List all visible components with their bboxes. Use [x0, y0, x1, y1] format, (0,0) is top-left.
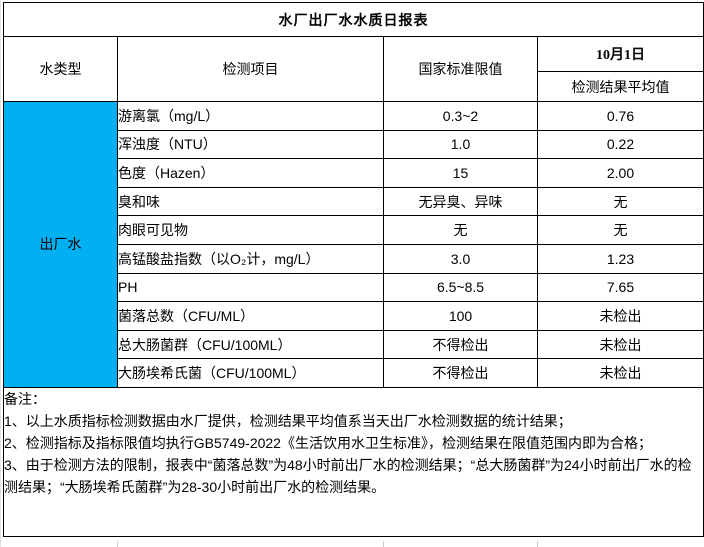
cell-item: 高锰酸盐指数（以O₂计，mg/L）: [117, 243, 384, 274]
cell-result: 7.65: [537, 272, 704, 303]
gridline-tick: [117, 541, 118, 547]
header-row: 水类型 检测项目 国家标准限值 10月1日: [3, 36, 704, 102]
gridline-left: [0, 0, 1, 547]
header-item: 检测项目: [117, 36, 384, 102]
cell-result: 未检出: [537, 358, 704, 388]
gridline-tick: [537, 541, 538, 547]
cell-item: 游离氯（mg/L）: [117, 101, 384, 131]
cell-standard: 不得检出: [383, 329, 538, 360]
cell-standard: 3.0: [383, 243, 538, 274]
cell-standard: 15: [383, 158, 538, 188]
notes-label: 备注：: [4, 390, 47, 407]
header-subrow: 检测结果平均值: [4, 71, 704, 102]
table-row: PH 6.5~8.5 7.65: [4, 272, 704, 303]
cell-item: 总大肠菌群（CFU/100ML）: [117, 329, 384, 360]
cell-result: 无: [537, 186, 704, 217]
header-result-avg: 检测结果平均值: [537, 71, 704, 102]
cell-item: 臭和味: [117, 186, 384, 217]
note-line-3: 3、由于检测方法的限制，报表中“菌落总数”为48小时前出厂水的检测结果；“总大肠…: [4, 456, 692, 495]
cell-item: PH: [117, 272, 384, 303]
cell-standard: 1.0: [383, 129, 538, 160]
cell-standard: 100: [383, 301, 538, 331]
notes-row: 备注： 1、以上水质指标检测数据由水厂提供，检测结果平均值系当天出厂水检测数据的…: [3, 386, 704, 537]
title-row: 水厂出厂水水质日报表: [3, 2, 704, 37]
cell-result: 0.76: [537, 101, 704, 131]
header-water-type: 水类型: [3, 36, 118, 102]
cell-result: 1.23: [537, 243, 704, 274]
cell-standard: 无: [383, 215, 538, 245]
report-title: 水厂出厂水水质日报表: [3, 2, 704, 37]
table-row: 菌落总数（CFU/ML） 100 未检出: [4, 301, 704, 331]
cell-standard: 不得检出: [383, 358, 538, 388]
cell-result: 2.00: [537, 158, 704, 188]
cell-result: 未检出: [537, 301, 704, 331]
table-row: 大肠埃希氏菌（CFU/100ML） 不得检出 未检出: [4, 358, 704, 388]
cell-item: 色度（Hazen）: [117, 158, 384, 188]
cell-result: 未检出: [537, 329, 704, 360]
table-row: 肉眼可见物 无 无: [4, 215, 704, 245]
header-date: 10月1日: [537, 36, 704, 72]
table-row: 高锰酸盐指数（以O₂计，mg/L） 3.0 1.23: [4, 243, 704, 274]
table-row: 色度（Hazen） 15 2.00: [4, 158, 704, 188]
cell-result: 无: [537, 215, 704, 245]
table-row: 浑浊度（NTU） 1.0 0.22: [4, 129, 704, 160]
cell-item: 肉眼可见物: [117, 215, 384, 245]
water-type-cell: 出厂水: [3, 101, 118, 388]
notes-cell: 备注： 1、以上水质指标检测数据由水厂提供，检测结果平均值系当天出厂水检测数据的…: [3, 386, 704, 537]
report-table: 水厂出厂水水质日报表 水类型 检测项目 国家标准限值 10月1日 检测结果平均值…: [3, 2, 704, 537]
table-row: 出厂水 游离氯（mg/L） 0.3~2 0.76: [3, 101, 704, 388]
note-line-2: 2、检测指标及指标限值均执行GB5749-2022《生活饮用水卫生标准》，检测结…: [4, 434, 652, 451]
table-row: 总大肠菌群（CFU/100ML） 不得检出 未检出: [4, 329, 704, 360]
header-standard: 国家标准限值: [383, 36, 538, 102]
cell-item: 浑浊度（NTU）: [117, 129, 384, 160]
cell-item: 菌落总数（CFU/ML）: [117, 301, 384, 331]
gridline-tick: [383, 541, 384, 547]
note-line-1: 1、以上水质指标检测数据由水厂提供，检测结果平均值系当天出厂水检测数据的统计结果…: [4, 412, 572, 429]
cell-standard: 无异臭、异味: [383, 186, 538, 217]
table-row: 臭和味 无异臭、异味 无: [4, 186, 704, 217]
cell-result: 0.22: [537, 129, 704, 160]
cell-item: 大肠埃希氏菌（CFU/100ML）: [117, 358, 384, 388]
cell-standard: 6.5~8.5: [383, 272, 538, 303]
cell-standard: 0.3~2: [383, 101, 538, 131]
